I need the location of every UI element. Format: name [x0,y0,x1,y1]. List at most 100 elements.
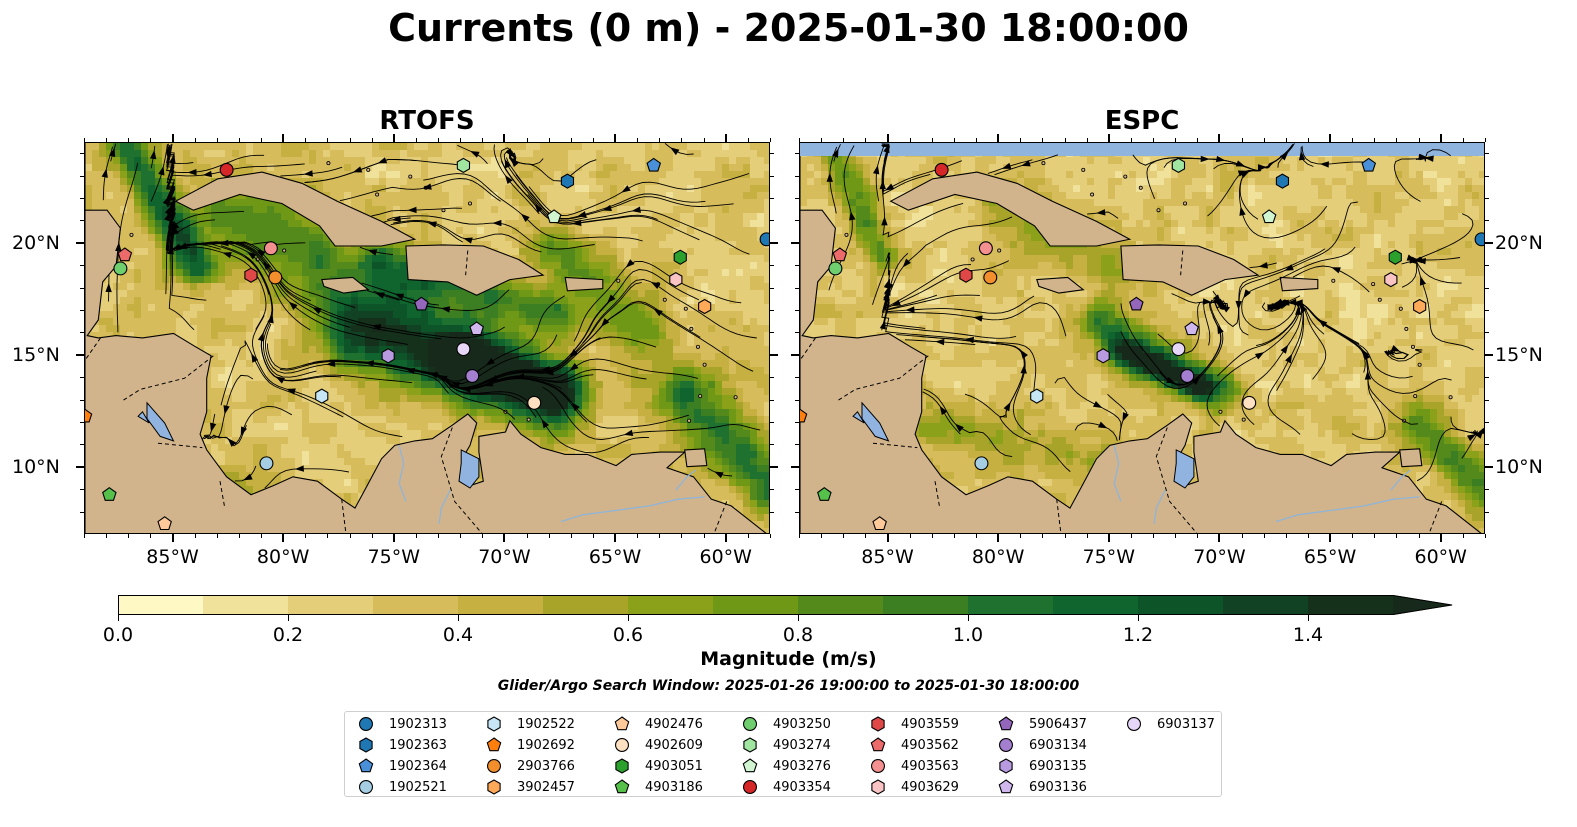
legend-label: 1902692 [517,737,575,753]
x-minor-tick [1130,534,1132,538]
x-minor-tick [526,534,528,538]
legend-marker-circle-icon [999,738,1013,752]
float-marker-1902521 [259,456,274,471]
y-minor-tick [80,422,84,423]
x-minor-tick [1175,534,1177,538]
y-minor-tick [795,377,799,379]
y-tick-mark-left [76,353,84,356]
colorbar-tick-label: 0.0 [102,624,134,646]
y-minor-tick [770,511,774,513]
float-marker-4902476 [872,516,887,531]
y-minor-tick [795,489,799,491]
legend-marker-circle-icon [615,738,629,752]
float-marker-6903135 [381,348,395,364]
y-minor-tick [80,332,84,334]
y-minor-tick [80,444,84,446]
x-minor-tick [770,138,771,142]
x-minor-tick [327,534,329,538]
legend-item: 6903137 [1125,714,1215,734]
y-tick-mark-right [770,353,778,356]
espc-streamlines [826,143,1484,482]
legend-marker-hexagon-icon [487,779,501,795]
y-tick-label-right: 20°N [1495,231,1543,254]
x-minor-tick [1241,534,1243,538]
y-tick-mark-left [791,241,799,244]
x-tick-mark-top [282,134,285,142]
x-minor-tick [703,534,705,538]
x-tick-mark-bottom [724,534,727,542]
x-minor-tick [482,138,484,142]
y-minor-tick [795,332,799,334]
legend-label: 1902363 [389,737,447,753]
x-minor-tick [1374,534,1376,538]
y-minor-tick [770,310,774,311]
float-marker-4902476 [157,516,172,531]
x-tick-mark-bottom [1218,534,1221,542]
x-minor-tick [261,534,263,538]
x-tick-label: 60°W [699,546,752,568]
colorbar-segment [713,595,799,615]
figure-title: Currents (0 m) - 2025-01-30 18:00:00 [388,6,1189,50]
float-marker-4903562 [832,247,848,262]
float-marker-6903137 [1171,342,1186,357]
x-minor-tick [106,138,108,142]
panel-title-espc: ESPC [1104,106,1180,136]
x-minor-tick [194,534,196,538]
float-marker-4903051 [1388,249,1402,265]
x-minor-tick [1197,534,1199,538]
x-minor-tick [1352,138,1354,142]
x-minor-tick [843,138,845,142]
legend-label: 4903250 [773,716,831,732]
y-minor-tick [770,332,774,334]
colorbar-tick-label: 0.6 [612,624,644,646]
y-minor-tick [1485,153,1489,155]
legend-marker [743,717,757,731]
float-marker-3902457 [1413,298,1427,315]
legend-marker [999,758,1013,774]
x-minor-tick [1064,534,1066,538]
y-minor-tick [1485,220,1489,222]
y-minor-tick [1485,377,1489,379]
x-minor-tick [592,138,594,142]
legend-marker [359,737,373,753]
y-minor-tick [1485,332,1489,334]
float-marker-1902313 [759,232,769,247]
colorbar-tick-label: 0.8 [782,624,814,646]
y-minor-tick [1485,399,1489,401]
legend-marker [742,758,758,773]
colorbar-segment [968,595,1054,615]
x-minor-tick [1307,534,1309,538]
legend-label: 4903559 [901,716,959,732]
x-tick-label: 65°W [1303,546,1357,568]
legend-item: 4903274 [741,735,831,755]
x-minor-tick [1396,138,1398,142]
x-minor-tick [637,138,639,142]
legend-label: 4903276 [773,758,831,774]
x-tick-mark-top [997,134,1000,142]
legend-marker [871,716,885,732]
float-marker-1902692 [800,408,808,423]
x-tick-mark-top [886,134,889,142]
colorbar-tick-label: 1.2 [1122,624,1154,646]
x-minor-tick [548,138,550,142]
legend-marker [999,738,1013,752]
legend-item: 5906437 [997,714,1087,734]
x-minor-tick [438,138,440,142]
legend-marker [614,779,630,794]
x-tick-mark-bottom [614,534,617,542]
x-minor-tick [482,534,484,538]
x-minor-tick [238,534,240,538]
float-marker-1902364 [646,157,662,172]
x-minor-tick [909,138,911,142]
y-minor-tick [770,489,774,491]
x-tick-mark-top [1329,134,1332,142]
legend-marker-circle-icon [359,717,373,731]
x-tick-mark-bottom [1329,534,1332,542]
x-minor-tick [1396,534,1398,538]
y-minor-tick [795,399,799,401]
float-marker-4903563 [263,241,278,256]
x-minor-tick [592,534,594,538]
x-minor-tick [1020,534,1022,538]
y-minor-tick [80,399,84,401]
legend-marker [614,716,630,731]
